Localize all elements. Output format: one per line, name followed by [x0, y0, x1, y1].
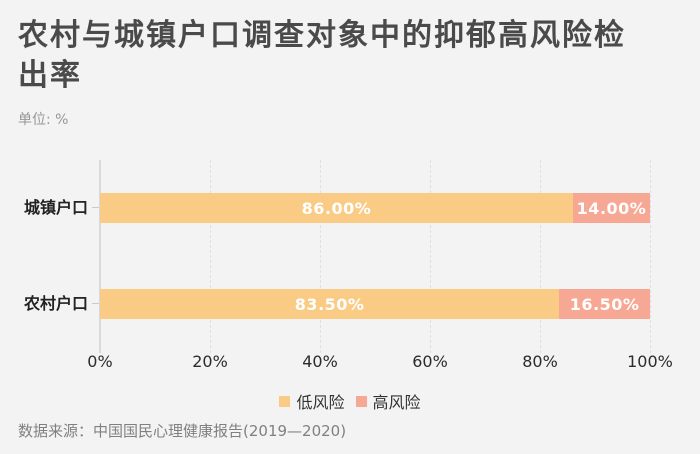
chart-title: 农村与城镇户口调查对象中的抑郁高风险检出率: [18, 18, 626, 93]
bar-row-rural: 83.50% 16.50%: [100, 289, 650, 319]
x-tick-label-0: 0%: [87, 352, 113, 371]
legend-item-high-risk: 高风险: [355, 389, 421, 413]
x-tick-label-20: 20%: [192, 352, 228, 371]
bar-segment-high-risk-rural: 16.50%: [559, 289, 650, 319]
bar-value-label-high-risk-rural: 16.50%: [569, 294, 640, 314]
bar-segment-low-risk-urban: 86.00%: [100, 193, 573, 223]
legend-label-high-risk: 高风险: [372, 393, 421, 412]
legend-item-low-risk: 低风险: [279, 389, 345, 413]
legend-swatch-high-risk: [355, 395, 367, 407]
x-tick-label-40: 40%: [302, 352, 338, 371]
bar-row-urban: 86.00% 14.00%: [100, 193, 650, 223]
gridline-80: [540, 160, 541, 353]
gridline-60: [430, 160, 431, 353]
legend-swatch-low-risk: [279, 395, 291, 407]
x-tick-label-80: 80%: [522, 352, 558, 371]
unit-label: 单位: %: [18, 112, 69, 128]
legend: 低风险 高风险: [0, 389, 700, 413]
category-label-rural: 农村户口: [23, 294, 88, 313]
bar-segment-low-risk-rural: 83.50%: [100, 289, 560, 319]
x-tick-label-100: 100%: [627, 352, 673, 371]
category-tick-rural: [92, 303, 99, 304]
legend-label-low-risk: 低风险: [296, 393, 345, 412]
bar-segment-high-risk-urban: 14.00%: [573, 193, 650, 223]
category-tick-urban: [92, 207, 99, 208]
y-axis-line: [99, 160, 101, 353]
bar-value-label-low-risk-urban: 86.00%: [301, 198, 372, 218]
source-note: 数据来源：中国国民心理健康报告(2019—2020): [18, 422, 347, 440]
category-label-urban: 城镇户口: [23, 198, 88, 217]
bar-value-label-low-risk-rural: 83.50%: [294, 294, 365, 314]
gridline-40: [320, 160, 321, 353]
gridline-100: [650, 160, 651, 353]
bar-value-label-high-risk-urban: 14.00%: [576, 198, 647, 218]
x-tick-label-60: 60%: [412, 352, 448, 371]
gridline-20: [210, 160, 211, 353]
